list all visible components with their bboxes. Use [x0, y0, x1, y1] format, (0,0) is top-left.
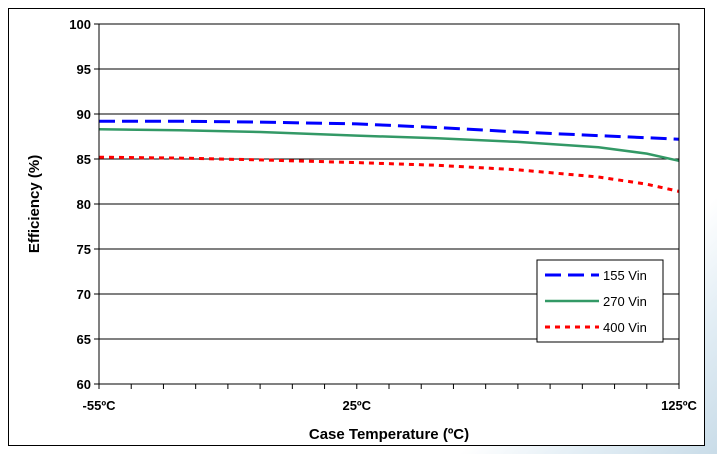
x-minor-ticks [98, 384, 680, 389]
legend-label: 155 Vin [603, 268, 647, 283]
efficiency-chart: 60 65 70 75 80 85 90 95 100 -55ºC 25ºC 125ºC Effic… [26, 17, 698, 443]
y-tick-label: 80 [77, 197, 91, 212]
y-tick-label: 85 [77, 152, 91, 167]
series-line-155-vin [99, 119, 680, 141]
x-tick-label: -55ºC [83, 398, 117, 413]
y-axis-label: Efficiency (%) [26, 155, 43, 253]
plot-area [98, 23, 680, 385]
y-tick-label: 70 [77, 287, 91, 302]
series-line-270-vin [98, 128, 680, 163]
series-line-400-vin [98, 155, 680, 193]
y-tick-label: 65 [77, 332, 91, 347]
y-tick-label: 75 [77, 242, 91, 257]
legend-label: 270 Vin [603, 294, 647, 309]
series-lines [98, 119, 680, 193]
y-tick-labels: 60 65 70 75 80 85 90 95 100 [69, 17, 91, 392]
x-tick-label: 125ºC [661, 398, 697, 413]
legend: 155 Vin 270 Vin 400 Vin [536, 259, 664, 343]
x-tick-label: 25ºC [342, 398, 371, 413]
y-tick-label: 60 [77, 377, 91, 392]
x-axis-label: Case Temperature (ºC) [309, 426, 469, 443]
x-tick-labels: -55ºC 25ºC 125ºC [83, 398, 698, 413]
y-tick-label: 100 [69, 17, 91, 32]
y-tick-label: 95 [77, 62, 91, 77]
chart-frame: 60 65 70 75 80 85 90 95 100 -55ºC 25ºC 125ºC Effic… [8, 8, 705, 446]
legend-label: 400 Vin [603, 320, 647, 335]
y-tick-label: 90 [77, 107, 91, 122]
